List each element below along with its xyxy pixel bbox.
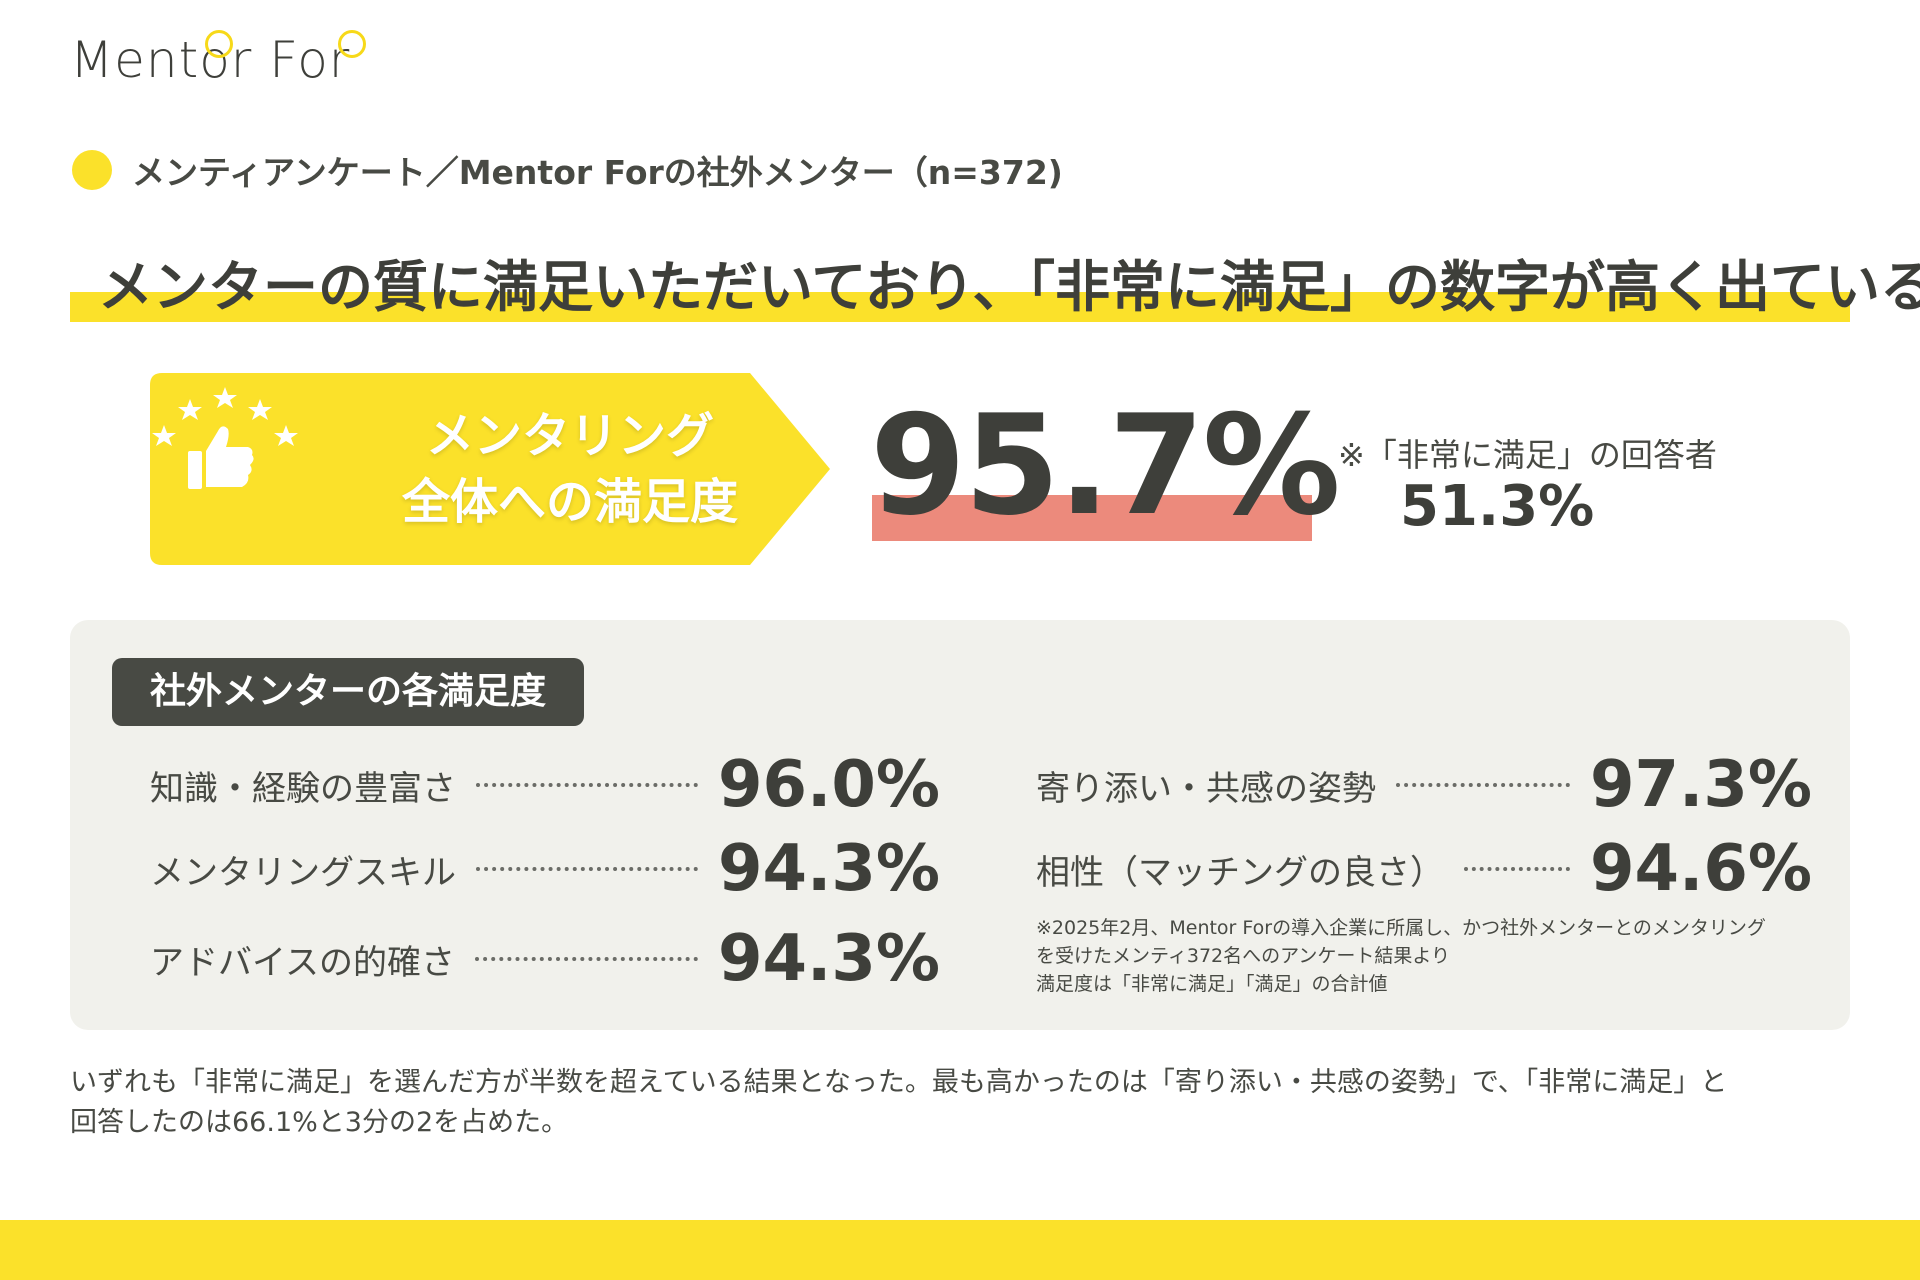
banner-arrow-shape — [150, 373, 830, 565]
summary-line: いずれも「非常に満足」を選んだ方が半数を超えている結果となった。最も高かったのは… — [70, 1067, 1728, 1098]
metric-label: 相性（マッチングの良さ） — [1036, 852, 1444, 893]
bullet-dot — [72, 150, 112, 190]
banner-line-1: メンタリング — [425, 408, 714, 464]
headline: メンターの質に満足いただいており、「非常に満足」の数字が高く出ている — [98, 255, 1920, 319]
dotted-leader — [476, 867, 698, 871]
banner-line-2: 全体への満足度 — [401, 474, 738, 530]
metric-label: 寄り添い・共感の姿勢 — [1036, 768, 1376, 809]
dotted-leader — [476, 783, 698, 787]
panel-title: 社外メンターの各満足度 — [112, 658, 585, 726]
metric-value: 96.0% — [717, 748, 940, 822]
headline-underline — [70, 292, 1850, 322]
footnote-line: を受けたメンティ372名へのアンケート結果より — [1036, 945, 1450, 967]
bottom-accent-bar — [0, 1220, 1920, 1280]
overall-score-value: 95.7% — [870, 385, 1341, 546]
metric-value: 94.3% — [717, 832, 940, 906]
very-satisfied-note: ※「非常に満足」の回答者 — [1338, 436, 1717, 474]
dotted-leader — [474, 957, 698, 961]
logo-ring-1 — [205, 30, 233, 58]
panel-footnote: ※2025年2月、Mentor Forの導入企業に所属し、かつ社外メンターとのメ… — [1036, 914, 1766, 998]
thumbs-up-stars-icon — [152, 387, 298, 489]
metric-row: メンタリングスキル 94.3% — [150, 832, 940, 906]
metric-label: メンタリングスキル — [150, 852, 456, 893]
metric-row: 知識・経験の豊富さ 96.0% — [150, 748, 940, 822]
score-highlight-bar — [872, 495, 1312, 541]
summary-line: 回答したのは66.1%と3分の2を占めた。 — [70, 1107, 569, 1138]
dotted-leader — [1464, 867, 1570, 871]
dotted-leader — [1396, 783, 1570, 787]
very-satisfied-value: 51.3% — [1400, 474, 1595, 539]
overall-score: 95.7% — [870, 391, 1341, 545]
subtitle-text: メンティアンケート／Mentor Forの社外メンター（n=372) — [132, 153, 1063, 192]
metric-value: 97.3% — [1589, 748, 1812, 822]
satisfaction-panel: 社外メンターの各満足度 知識・経験の豊富さ 96.0% メンタリングスキル 94… — [70, 620, 1850, 1030]
metric-value: 94.3% — [717, 922, 940, 996]
metric-row: 寄り添い・共感の姿勢 97.3% — [1036, 748, 1812, 822]
survey-subtitle: メンティアンケート／Mentor Forの社外メンター（n=372) — [72, 146, 1063, 194]
headline-block: メンターの質に満足いただいており、「非常に満足」の数字が高く出ている — [70, 236, 1920, 322]
metric-label: アドバイスの的確さ — [150, 942, 455, 983]
footnote-line: 満足度は「非常に満足」「満足」の合計値 — [1036, 973, 1388, 995]
footnote-line: ※2025年2月、Mentor Forの導入企業に所属し、かつ社外メンターとのメ… — [1036, 917, 1766, 939]
metric-row: アドバイスの的確さ 94.3% — [150, 922, 940, 996]
overall-banner: メンタリング 全体への満足度 — [150, 373, 830, 565]
summary-paragraph: いずれも「非常に満足」を選んだ方が半数を超えている結果となった。最も高かったのは… — [70, 1063, 1860, 1143]
brand-logo: Mentor For — [70, 30, 366, 90]
banner-title: メンタリング 全体への満足度 — [340, 403, 800, 535]
metric-row: 相性（マッチングの良さ） 94.6% — [1036, 832, 1812, 906]
logo-ring-2 — [338, 30, 366, 58]
metric-value: 94.6% — [1589, 832, 1812, 906]
metric-label: 知識・経験の豊富さ — [150, 768, 456, 809]
